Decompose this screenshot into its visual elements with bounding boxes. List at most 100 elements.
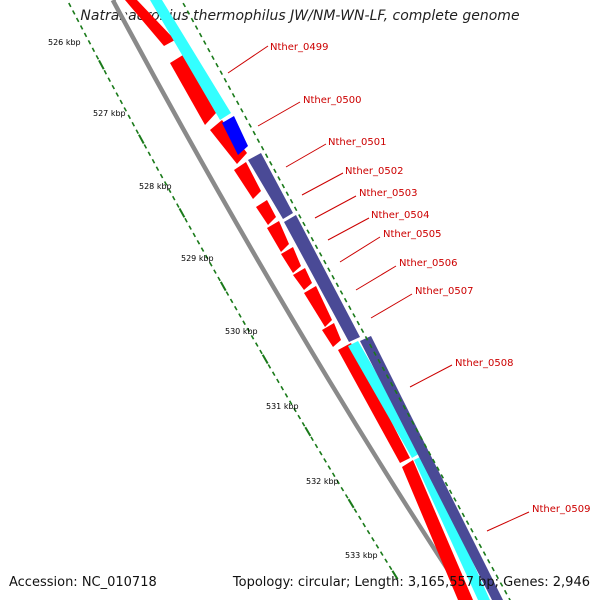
- scale-tick-minor: [436, 466, 440, 471]
- scale-tick-minor: [198, 32, 203, 38]
- scale-tick-minor: [119, 99, 124, 105]
- scale-tick-minor: [461, 512, 466, 518]
- scale-tick-minor: [343, 297, 348, 303]
- scale-tick-minor: [353, 508, 358, 514]
- cds-arrow[interactable]: [293, 268, 312, 290]
- scale-tick-major: [347, 498, 355, 509]
- scale-tick-minor: [289, 198, 294, 204]
- gene-label[interactable]: Nther_0500: [303, 95, 361, 106]
- scale-tick-minor: [379, 551, 384, 556]
- scale-tick-minor: [207, 47, 211, 53]
- scale-tick-minor: [389, 381, 394, 387]
- scale-label: 533 kbp: [345, 551, 378, 560]
- scale-tick-minor: [457, 504, 461, 510]
- scale-tick-minor: [182, 2, 186, 8]
- scale-tick-minor: [242, 320, 246, 326]
- genome-stats-text: Topology: circular; Length: 3,165,557 bp…: [232, 575, 590, 590]
- leader-line: [486, 511, 530, 532]
- cds-arrow[interactable]: [304, 286, 332, 327]
- scale-tick-minor: [336, 479, 340, 485]
- scale-tick-minor: [276, 378, 280, 384]
- scale-label: 527 kbp: [93, 109, 126, 118]
- scale-tick-minor: [202, 40, 207, 45]
- scale-tick-minor: [273, 168, 277, 174]
- scale-tick-minor: [384, 558, 388, 564]
- scale-tick-major: [178, 208, 186, 218]
- scale-tick-minor: [143, 144, 148, 149]
- accession-text: Accession: NC_010718: [9, 575, 157, 590]
- cds-arrow[interactable]: [267, 221, 289, 252]
- scale-tick-minor: [192, 232, 197, 238]
- gene-label[interactable]: Nther_0499: [270, 42, 328, 53]
- scale-tick-minor: [280, 385, 284, 391]
- scale-tick-minor: [190, 17, 195, 23]
- scale-tick-minor: [256, 138, 261, 143]
- scale-label: 531 kbp: [266, 402, 299, 411]
- gene-label[interactable]: Nther_0508: [455, 358, 513, 369]
- scale-tick-minor: [135, 129, 140, 134]
- scale-tick-minor: [398, 397, 402, 402]
- scale-tick-minor: [352, 313, 356, 318]
- leader-line: [227, 45, 269, 74]
- leader-line: [285, 143, 327, 168]
- scale-tick-minor: [444, 481, 449, 487]
- cds-arrow[interactable]: [125, 0, 175, 46]
- cds-arrow[interactable]: [281, 247, 301, 273]
- map-title: Natranaerobius thermophilus JW/NM-WN-LF,…: [80, 8, 520, 24]
- scale-tick-minor: [115, 92, 120, 97]
- scale-tick-minor: [107, 77, 112, 82]
- scale-tick-minor: [264, 153, 269, 159]
- scale-tick-minor: [163, 181, 168, 186]
- leader-line: [257, 101, 301, 127]
- scale-tick-minor: [269, 161, 273, 166]
- leader-line: [409, 364, 453, 388]
- scale-tick-minor: [427, 451, 432, 456]
- scale-label: 526 kbp: [48, 38, 81, 47]
- scale-tick-minor: [482, 551, 487, 556]
- scale-tick-minor: [491, 566, 495, 572]
- scale-tick-minor: [423, 443, 428, 448]
- gene-label[interactable]: Nther_0501: [328, 137, 386, 148]
- cds-arrow[interactable]: [402, 460, 473, 600]
- scale-tick-minor: [415, 427, 419, 433]
- cds-arrow[interactable]: [322, 323, 341, 347]
- scale-label: 529 kbp: [181, 254, 214, 263]
- gene-label[interactable]: Nther_0509: [532, 504, 590, 515]
- cds-arrow[interactable]: [256, 200, 276, 225]
- scale-tick-minor: [111, 84, 116, 90]
- gene-label[interactable]: Nther_0506: [399, 258, 457, 269]
- cds-arrow[interactable]: [338, 343, 410, 463]
- scale-tick-minor: [95, 55, 100, 60]
- genome-backbone-gap: [115, 0, 474, 600]
- cds-arrow[interactable]: [170, 55, 216, 125]
- scale-tick-minor: [358, 515, 362, 521]
- scale-tick-major: [391, 570, 399, 580]
- cog-block: [360, 336, 503, 600]
- scale-tick-minor: [293, 206, 298, 212]
- cds-arrow[interactable]: [234, 162, 261, 199]
- scale-tick-minor: [147, 151, 152, 157]
- gene-label[interactable]: Nther_0504: [371, 210, 429, 221]
- scale-tick-minor: [394, 389, 398, 395]
- scale-tick-minor: [213, 269, 217, 274]
- gene-label[interactable]: Nther_0503: [359, 188, 417, 199]
- gene-label[interactable]: Nther_0502: [345, 166, 403, 177]
- scale-tick-minor: [277, 176, 281, 181]
- gene-labels: Nther_0499 Nther_0500 Nther_0501 Nther_0…: [270, 42, 590, 515]
- scale-tick-minor: [293, 407, 297, 413]
- scale-tick-minor: [234, 305, 238, 311]
- scale-tick-minor: [335, 282, 340, 288]
- scale-tick-minor: [327, 267, 331, 272]
- scale-tick-minor: [465, 520, 470, 525]
- cog-block: [284, 215, 360, 342]
- scale-tick-minor: [410, 420, 415, 425]
- scale-tick-minor: [406, 412, 411, 418]
- scale-tick-minor: [377, 358, 381, 364]
- scale-tick-minor: [123, 107, 128, 112]
- scale-tick-minor: [240, 108, 244, 113]
- gene-label[interactable]: Nther_0505: [383, 229, 441, 240]
- scale-tick-minor: [339, 290, 344, 295]
- gene-label[interactable]: Nther_0507: [415, 286, 473, 297]
- scale-tick-minor: [250, 334, 255, 340]
- leader-line: [355, 265, 397, 291]
